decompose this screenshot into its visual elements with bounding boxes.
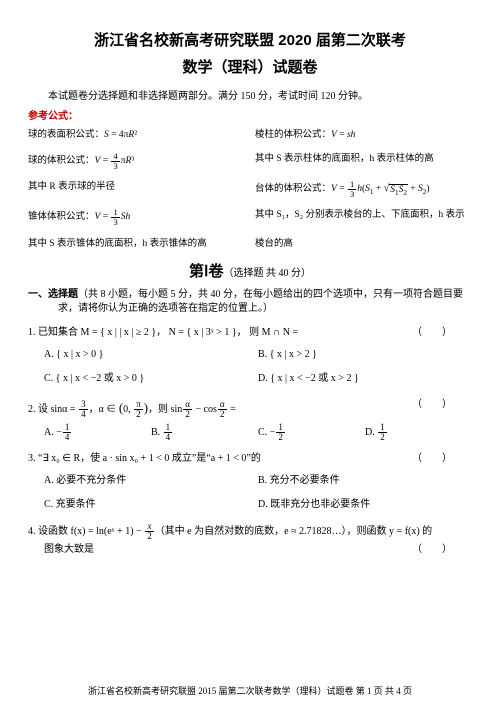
q2-option-b: B. 14 <box>151 423 258 442</box>
q3-option-b: B. 充分不必要条件 <box>258 472 472 490</box>
title-main: 浙江省名校新高考研究联盟 2020 届第二次联考 <box>28 30 472 51</box>
page-footer: 浙江省名校新高考研究联盟 2015 届第二次联考数学（理科）试题卷 第 1 页 … <box>0 685 500 698</box>
q3-stem: 3. “∃ x₀ ∈ R，使 a · sin x₀ + 1 < 0 成立”是“a… <box>28 453 261 464</box>
q1-stem: 1. 已知集合 M = { x | | x | ≥ 2 }， N = { x |… <box>28 327 298 338</box>
q1-option-d: D. { x | x < −2 或 x > 2 } <box>258 370 472 388</box>
block-1: 一、选择题（共 8 小题，每小题 5 分，共 40 分，在每小题给出的四个选项中… <box>28 288 472 302</box>
q2-option-d: D. 12 <box>365 423 472 442</box>
q3-option-c: C. 充要条件 <box>44 496 258 514</box>
intro-text: 本试题卷分选择题和非选择题两部分。满分 150 分，考试时间 120 分钟。 <box>28 90 472 104</box>
formula-cone-note: 其中 S 表示锥体的底面积，h 表示锥体的高 <box>28 237 245 251</box>
formula-frustum-note1: 其中 S₁，S₂ 分别表示棱台的上、下底面积，h 表示 <box>255 208 472 226</box>
formula-prism-volume: 棱柱的体积公式：V = sh <box>255 128 472 142</box>
question-4: 4. 设函数 f(x) = ln(eˣ + 1) − x2（其中 e 为自然对数… <box>28 522 472 559</box>
formula-sphere-note: 其中 R 表示球的半径 <box>28 180 245 198</box>
q2-stem: 2. 设 sinα = 34，α ∈ (0, π2)，则 sinα2 − cos… <box>28 404 236 415</box>
q2-blank: （） <box>412 396 472 414</box>
title-sub: 数学（理科）试题卷 <box>28 57 472 78</box>
q2-option-c: C. −12 <box>258 423 365 442</box>
q1-option-c: C. { x | x < −2 或 x > 0 } <box>44 370 258 388</box>
question-3: 3. “∃ x₀ ∈ R，使 a · sin x₀ + 1 < 0 成立”是“a… <box>28 450 472 514</box>
section-1-subtitle: （选择题 共 40 分） <box>223 268 311 279</box>
q1-blank: （） <box>412 324 472 342</box>
formula-frustum-note2: 棱台的高 <box>255 237 472 251</box>
block-1-desc-b: 求，请将你认为正确的选项答在指定的位置上。） <box>58 302 472 316</box>
q1-option-b: B. { x | x > 2 } <box>258 346 472 364</box>
formula-sphere-volume: 球的体积公式：V = 43πR³ <box>28 152 245 170</box>
block-1-desc-a: （共 8 小题，每小题 5 分，共 40 分，在每小题给出的四个选项中，只有一项… <box>78 289 463 300</box>
q2-option-a: A. −14 <box>44 423 151 442</box>
q2-options: A. −14 B. 14 C. −12 D. 12 <box>44 423 472 442</box>
q4-blank: （） <box>412 541 472 559</box>
q3-option-a: A. 必要不充分条件 <box>44 472 258 490</box>
formula-grid: 球的表面积公式：S = 4πR² 棱柱的体积公式：V = sh 球的体积公式：V… <box>28 128 472 251</box>
section-1-head: 第Ⅰ卷（选择题 共 40 分） <box>28 261 472 282</box>
q4-stem-cont: 图象大致是 <box>44 541 472 559</box>
formula-cone-volume: 锥体体积公式：V = 13Sh <box>28 208 245 226</box>
q1-option-a: A. { x | x > 0 } <box>44 346 258 364</box>
q4-stem: 4. 设函数 f(x) = ln(eˣ + 1) − x2（其中 e 为自然对数… <box>28 526 432 537</box>
q3-blank: （） <box>412 450 472 468</box>
question-1: 1. 已知集合 M = { x | | x | ≥ 2 }， N = { x |… <box>28 324 472 388</box>
reference-formula-head: 参考公式： <box>28 110 472 124</box>
question-2: 2. 设 sinα = 34，α ∈ (0, π2)，则 sinα2 − cos… <box>28 396 472 442</box>
block-1-head: 一、选择题 <box>28 289 78 300</box>
q1-options: A. { x | x > 0 } B. { x | x > 2 } C. { x… <box>44 346 472 388</box>
formula-sphere-area: 球的表面积公式：S = 4πR² <box>28 128 245 142</box>
section-1-title: 第Ⅰ卷 <box>189 263 223 280</box>
q3-options: A. 必要不充分条件 B. 充分不必要条件 C. 充要条件 D. 既非充分也非必… <box>44 472 472 514</box>
formula-prism-note: 其中 S 表示柱体的底面积，h 表示柱体的高 <box>255 152 472 170</box>
formula-frustum-volume: 台体的体积公式：V = 13h(S1 + √S1S2 + S2) <box>255 180 472 198</box>
q3-option-d: D. 既非充分也非必要条件 <box>258 496 472 514</box>
